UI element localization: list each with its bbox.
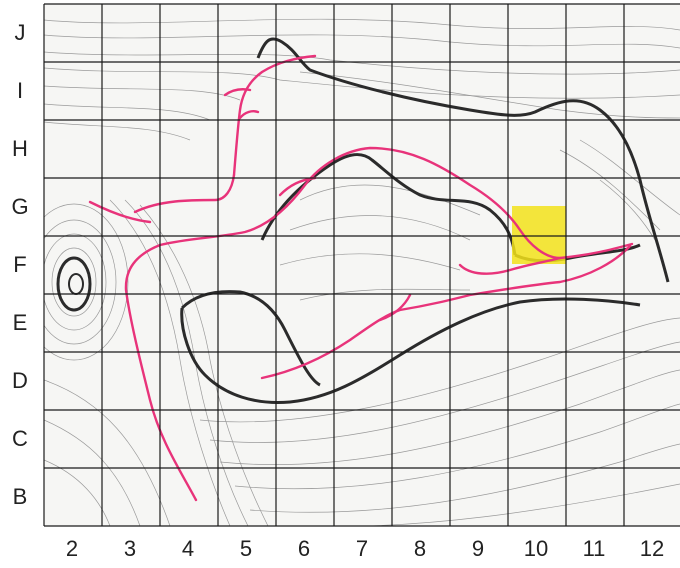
- column-label-10: 10: [523, 536, 549, 561]
- row-label-c: C: [12, 426, 28, 451]
- row-label-b: B: [12, 484, 28, 509]
- column-label-5: 5: [239, 536, 253, 561]
- row-label-h: H: [12, 136, 28, 161]
- highlight-area: [512, 206, 566, 264]
- column-label-7: 7: [355, 536, 369, 561]
- column-label-9: 9: [471, 536, 485, 561]
- column-label-8: 8: [413, 536, 427, 561]
- column-label-12: 12: [639, 536, 665, 561]
- column-label-6: 6: [297, 536, 311, 561]
- trail-lines: [88, 54, 634, 502]
- ridge-lines: [180, 37, 670, 405]
- map-background: [44, 4, 680, 526]
- row-label-d: D: [12, 368, 28, 393]
- row-label-i: I: [16, 78, 24, 103]
- row-label-f: F: [13, 252, 27, 277]
- grid-lines: [43, 3, 680, 527]
- column-label-2: 2: [65, 536, 79, 561]
- column-label-3: 3: [123, 536, 137, 561]
- column-label-4: 4: [181, 536, 195, 561]
- row-label-j: J: [14, 20, 26, 45]
- column-label-11: 11: [582, 536, 606, 561]
- row-label-e: E: [12, 310, 28, 335]
- row-label-g: G: [11, 194, 29, 219]
